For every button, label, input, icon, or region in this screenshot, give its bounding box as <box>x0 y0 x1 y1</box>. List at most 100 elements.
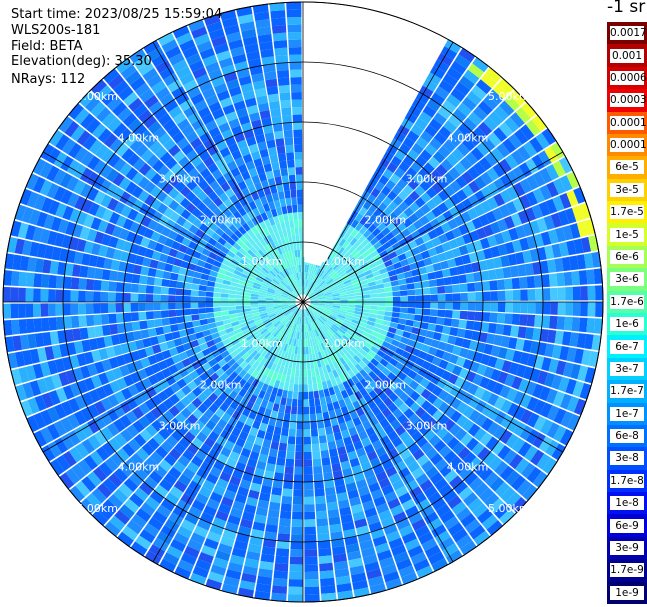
range-gate-cell <box>216 90 230 102</box>
range-gate-cell <box>500 486 516 503</box>
range-gate-cell <box>250 293 259 297</box>
range-gate-cell <box>171 354 182 364</box>
range-gate-cell <box>393 397 404 408</box>
range-gate-cell <box>263 265 271 272</box>
range-gate-cell <box>258 304 266 307</box>
range-gate-cell <box>295 339 299 347</box>
range-gate-cell <box>234 156 245 167</box>
range-gate-cell <box>373 376 383 386</box>
range-gate-cell <box>397 124 410 137</box>
range-gate-cell <box>305 346 309 355</box>
ray <box>5 302 296 353</box>
range-gate-cell <box>109 380 121 394</box>
range-gate-cell <box>266 139 276 149</box>
range-gate-cell <box>184 321 194 329</box>
range-gate-cell <box>490 221 501 234</box>
range-gate-cell <box>208 392 218 403</box>
range-gate-cell <box>280 303 289 306</box>
range-gate-cell <box>366 568 382 580</box>
range-gate-cell <box>296 308 301 316</box>
range-gate-cell <box>313 312 319 319</box>
range-gate-cell <box>121 387 133 400</box>
range-gate-cell <box>133 103 148 118</box>
range-gate-cell <box>125 262 135 274</box>
range-gate-cell <box>466 437 479 451</box>
range-gate-cell <box>364 374 373 384</box>
range-gate-cell <box>443 516 460 530</box>
range-gate-cell <box>241 122 253 133</box>
range-gate-cell <box>267 289 275 294</box>
range-gate-cell <box>268 345 276 353</box>
range-gate-cell <box>157 234 168 245</box>
range-gate-cell <box>115 303 124 313</box>
range-gate-cell <box>444 250 455 260</box>
range-gate-cell <box>281 279 288 287</box>
range-gate-cell <box>363 229 372 238</box>
range-gate-cell <box>241 424 252 434</box>
range-gate-cell <box>462 117 477 132</box>
range-gate-cell <box>519 276 528 289</box>
range-gate-cell <box>550 287 558 301</box>
range-gate-cell <box>242 328 251 335</box>
range-gate-cell <box>309 306 316 311</box>
range-gate-cell <box>412 320 422 328</box>
range-gate-cell <box>502 266 512 279</box>
range-gate-cell <box>175 361 185 371</box>
range-gate-cell <box>359 318 368 324</box>
range-gate-cell <box>160 310 169 318</box>
range-gate-cell <box>149 140 163 154</box>
range-gate-cell <box>540 419 553 435</box>
range-gate-cell <box>502 324 512 336</box>
range-gate-cell <box>288 47 302 55</box>
range-gate-cell <box>345 243 353 252</box>
range-gate-cell <box>474 311 483 322</box>
range-gate-cell <box>349 565 365 576</box>
range-gate-cell <box>326 278 334 285</box>
range-gate-cell <box>209 270 218 278</box>
range-gate-cell <box>59 343 69 358</box>
range-gate-cell <box>151 80 167 94</box>
range-gate-cell <box>232 273 241 280</box>
range-gate-cell <box>231 149 242 161</box>
range-gate-cell <box>508 133 523 149</box>
range-gate-cell <box>512 350 523 364</box>
range-gate-cell <box>263 392 271 402</box>
range-gate-cell <box>233 200 243 211</box>
range-gate-cell <box>133 158 146 172</box>
range-gate-cell <box>364 507 378 518</box>
colorbar-swatch: 0.0001 <box>607 133 647 157</box>
range-gate-cell <box>104 222 116 236</box>
range-gate-cell <box>278 214 285 223</box>
range-gate-cell <box>290 84 302 93</box>
range-gate-cell <box>47 230 58 246</box>
range-gate-cell <box>467 63 485 79</box>
range-gate-cell <box>315 310 323 315</box>
range-gate-cell <box>80 498 97 515</box>
range-gate-cell <box>394 167 406 179</box>
range-gate-cell <box>130 293 139 302</box>
range-gate-cell <box>273 330 280 338</box>
range-gate-cell <box>285 251 291 260</box>
range-gate-cell <box>241 187 251 197</box>
range-gate-cell <box>296 421 303 430</box>
range-gate-cell <box>316 328 322 336</box>
range-gate-cell <box>522 250 532 264</box>
colorbar-tick-label: 3e-6 <box>610 272 644 287</box>
range-gate-cell <box>198 290 207 297</box>
ray <box>310 304 592 400</box>
range-gate-cell <box>406 130 420 143</box>
range-gate-cell <box>569 255 579 271</box>
range-gate-cell <box>411 518 427 532</box>
range-gate-cell <box>269 2 285 12</box>
range-gate-cell <box>145 207 157 219</box>
range-gate-cell <box>112 187 125 201</box>
range-gate-cell <box>304 519 316 527</box>
range-gate-cell <box>430 218 441 229</box>
range-gate-cell <box>68 446 83 463</box>
range-gate-cell <box>177 118 191 131</box>
range-gate-cell <box>224 188 235 198</box>
range-gate-cell <box>541 128 557 145</box>
range-gate-cell <box>499 385 511 399</box>
range-gate-cell <box>375 412 386 423</box>
range-gate-cell <box>447 495 462 510</box>
